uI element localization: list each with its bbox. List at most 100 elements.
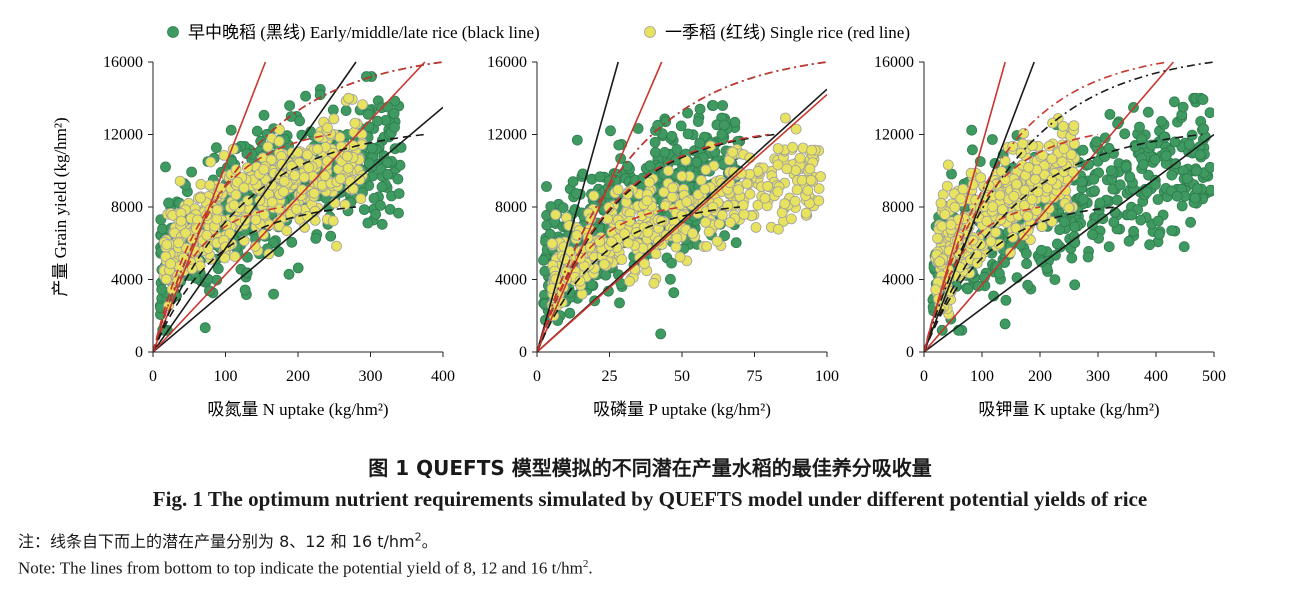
scatter-point-single [941, 180, 953, 192]
x-tick-label: 100 [815, 368, 839, 385]
scatter-point-single [1065, 149, 1077, 161]
scatter-point-single [262, 141, 274, 153]
scatter-point-single [308, 187, 320, 199]
scatter-point-single [1011, 178, 1023, 190]
scatter-point-single [160, 273, 172, 285]
scatter-point-early-middle-late [567, 176, 579, 188]
scatter-point-single [616, 254, 628, 265]
scatter-point-single [205, 156, 217, 168]
scatter-point-single [1046, 153, 1058, 165]
scatter-point-early-middle-late [358, 204, 370, 216]
line-red-solid [924, 61, 1175, 352]
scatter-point-early-middle-late [327, 104, 339, 116]
note-en-text: Note: The lines from bottom to top indic… [18, 558, 583, 578]
scatter-point-single [1007, 140, 1019, 152]
scatter-point-early-middle-late [665, 273, 676, 285]
scatter-point-single [292, 146, 304, 158]
scatter-point-early-middle-late [1135, 214, 1147, 226]
scatter-point-early-middle-late [545, 201, 557, 212]
scatter-point-single [602, 213, 613, 225]
scatter-point-early-middle-late [730, 237, 742, 249]
scatter-point-early-middle-late [1183, 138, 1195, 150]
scatter-point-single [1063, 202, 1075, 214]
scatter-point-single [1046, 174, 1057, 186]
scatter-point-early-middle-late [283, 268, 295, 280]
note-en-end: . [588, 558, 593, 578]
scatter-point-early-middle-late [1185, 216, 1196, 228]
scatter-point-single [266, 196, 278, 208]
scatter-point-early-middle-late [1134, 121, 1145, 133]
scatter-point-single [1057, 120, 1069, 132]
legend: 早中晚稻 (黑线) Early/middle/late rice (black … [167, 23, 910, 42]
scatter-point-early-middle-late [671, 143, 683, 155]
scatter-point-single [781, 163, 793, 175]
y-tick-label: 4000 [111, 272, 143, 289]
scatter-point-early-middle-late [972, 280, 984, 292]
scatter-point-single [173, 237, 185, 249]
scatter-point-early-middle-late [212, 263, 224, 275]
scatter-point-early-middle-late [1120, 160, 1132, 172]
y-tick-label: 8000 [882, 199, 914, 216]
scatter-point-single [945, 219, 957, 231]
scatter-point-early-middle-late [199, 322, 211, 334]
scatter-point-early-middle-late [1094, 197, 1106, 209]
scatter-point-single [676, 170, 688, 182]
line-red-dashed [153, 133, 331, 352]
scatter-point-early-middle-late [300, 90, 312, 102]
scatter-point-single [1060, 185, 1072, 197]
x-axis-label: 吸磷量 P uptake (kg/hm²) [593, 400, 771, 419]
scatter-point-single [981, 215, 993, 227]
scatter-point-single [622, 237, 634, 249]
scatter-point-early-middle-late [1204, 161, 1214, 173]
scatter-point-single [735, 168, 747, 179]
scatter-point-single [1031, 205, 1043, 217]
scatter-point-single [1030, 173, 1041, 185]
scatter-point-single [804, 163, 816, 175]
line-black-dashed [153, 133, 425, 352]
scatter-point-single [791, 184, 803, 196]
scatter-point-single [322, 122, 333, 134]
line-black-dashed [924, 133, 1203, 352]
scatter-point-single [773, 223, 784, 235]
scatter-point-early-middle-late [682, 107, 693, 119]
scatter-point-single [1026, 194, 1038, 205]
scatter-point-single [174, 175, 186, 187]
x-tick-label: 400 [431, 368, 455, 385]
scatter-point-single [942, 159, 954, 171]
scatter-point-early-middle-late [160, 161, 171, 173]
scatter-point-early-middle-late [1124, 171, 1136, 183]
scatter-point-early-middle-late [716, 128, 728, 140]
scatter-point-single [641, 195, 653, 207]
scatter-point-single [327, 215, 339, 227]
scatter-point-early-middle-late [1158, 131, 1170, 143]
scatter-point-single [935, 197, 947, 209]
line-red-dash-dot [924, 61, 1168, 352]
scatter-point-early-middle-late [1105, 165, 1117, 177]
scatter-point-early-middle-late [239, 284, 251, 296]
scatter-point-single [273, 135, 285, 147]
scatter-point-single [265, 154, 277, 166]
scatter-point-early-middle-late [388, 108, 400, 119]
scatter-point-early-middle-late [1204, 107, 1214, 119]
scatter-point-single [759, 192, 771, 204]
scatter-point-early-middle-late [694, 103, 706, 115]
scatter-point-early-middle-late [1146, 139, 1157, 151]
y-tick-label: 16000 [874, 54, 914, 71]
scatter-point-single [674, 251, 686, 263]
scatter-point-early-middle-late [692, 116, 704, 127]
line-red-solid [153, 61, 426, 352]
scatter-point-early-middle-late [1191, 165, 1202, 177]
scatter-point-single [663, 165, 674, 177]
scatter-point-single [316, 179, 328, 191]
legend-marker-early-middle-late [167, 26, 179, 38]
scatter-point-single [250, 214, 262, 226]
scatter-point-single [737, 199, 749, 211]
y-tick-label: 12000 [487, 127, 527, 144]
scatter-point-early-middle-late [1160, 150, 1172, 162]
x-tick-label: 200 [1028, 368, 1052, 385]
y-tick-label: 12000 [874, 127, 914, 144]
scatter-point-early-middle-late [962, 283, 974, 295]
scatter-point-single [341, 150, 353, 162]
scatter-point-early-middle-late [284, 100, 296, 111]
x-tick-label: 300 [359, 368, 383, 385]
